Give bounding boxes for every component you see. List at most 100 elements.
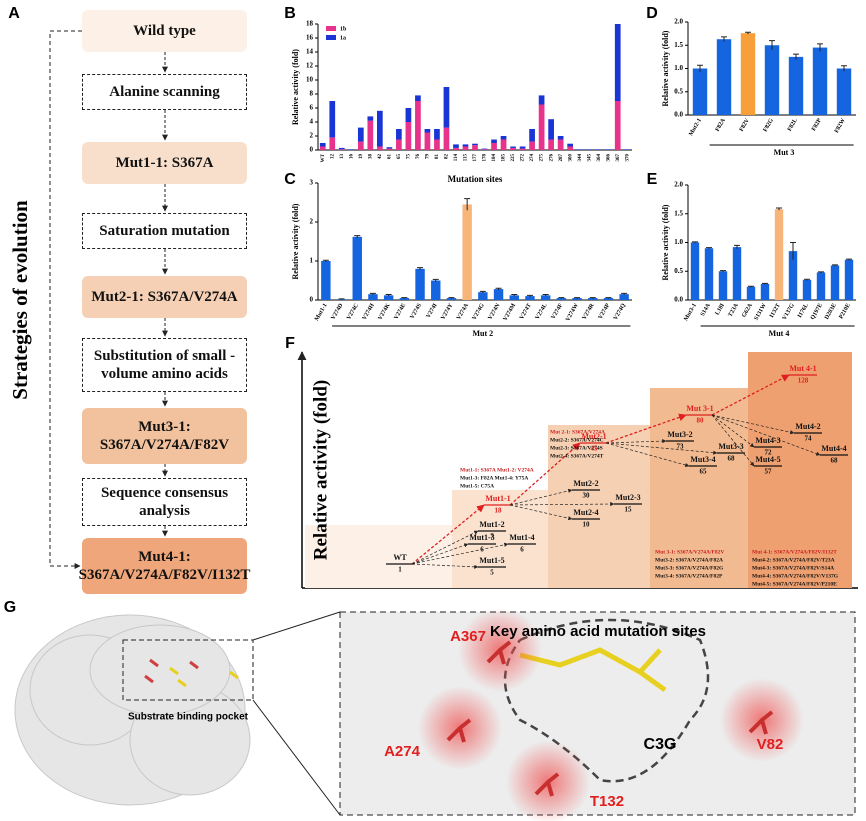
activity-step bbox=[748, 352, 852, 588]
error-bar bbox=[401, 297, 408, 299]
bar-segment bbox=[481, 148, 488, 150]
error-bar bbox=[464, 198, 471, 211]
node-value: 18 bbox=[495, 507, 503, 515]
lineage-arrow bbox=[605, 442, 690, 468]
mutation-note: Mut1-3: F82A Mut1-4: Y75A bbox=[460, 475, 528, 481]
node-value: 30 bbox=[583, 492, 591, 500]
bar bbox=[844, 259, 854, 300]
residue-stick bbox=[149, 658, 159, 668]
x-tick-label: I176L bbox=[797, 303, 810, 319]
y-tick-label: 8 bbox=[310, 90, 314, 98]
error-bar bbox=[706, 247, 712, 249]
y-tick-label: 12 bbox=[306, 62, 314, 70]
bar bbox=[383, 295, 394, 300]
error-bar bbox=[745, 31, 751, 35]
bar-segment bbox=[472, 143, 478, 146]
error-bar bbox=[511, 294, 518, 297]
y-tick-label: 16 bbox=[306, 34, 314, 42]
mutation-note: Mut 2-1: S367A/V274A bbox=[550, 429, 605, 435]
x-tick-label: G62A bbox=[741, 302, 754, 319]
lineage-arrow bbox=[605, 442, 718, 455]
node-value: 45 bbox=[591, 445, 599, 453]
error-bar bbox=[841, 65, 847, 72]
y-axis-label: Relative activity (fold) bbox=[661, 30, 670, 106]
residue-stick bbox=[189, 660, 199, 670]
mutation-note: Mut3-2: S367A/V274A/F82A bbox=[655, 557, 723, 563]
y-tick-label: 1.5 bbox=[674, 41, 683, 49]
residue-stick bbox=[169, 666, 179, 676]
y-tick-label: 1 bbox=[310, 257, 314, 265]
residue-stick bbox=[534, 772, 560, 797]
bar-segment bbox=[462, 146, 469, 150]
bar-segment bbox=[548, 139, 554, 150]
x-tick-label: V274D bbox=[330, 302, 344, 321]
evolution-step: Mut4-1: S367A/V274A/F82V/I132T bbox=[79, 538, 250, 594]
x-tick-label: 82 bbox=[445, 154, 450, 160]
x-tick-label: 79 bbox=[426, 154, 431, 160]
node-name: Mut3-4 bbox=[690, 455, 715, 464]
bar-segment bbox=[491, 143, 497, 150]
bar bbox=[478, 292, 488, 300]
zoom-line bbox=[252, 611, 341, 816]
error-bar bbox=[322, 259, 329, 262]
bar bbox=[321, 261, 331, 300]
node-name: Mut1-5 bbox=[479, 556, 504, 565]
error-bar bbox=[818, 271, 824, 273]
x-tick-label: 178 bbox=[483, 154, 488, 162]
bar-segment bbox=[415, 95, 421, 101]
mutation-note: Mut1-1: S367A Mut1-2: V274A bbox=[460, 467, 534, 473]
lineage-arrow bbox=[509, 501, 615, 507]
bar-segment bbox=[614, 101, 621, 150]
panel-label: E bbox=[647, 171, 658, 188]
x-tick-label: F82W bbox=[834, 118, 847, 135]
bar bbox=[399, 298, 410, 300]
node-name: Mut2-2 bbox=[573, 479, 598, 488]
panel-label: B bbox=[284, 5, 296, 22]
residue-stick bbox=[229, 670, 239, 680]
node-name: Mut2-4 bbox=[573, 508, 598, 517]
error-bar bbox=[804, 278, 810, 281]
bar-segment bbox=[376, 110, 383, 147]
y-tick-label: 2 bbox=[310, 132, 314, 140]
bar-segment bbox=[376, 146, 383, 150]
bar-segment bbox=[567, 143, 574, 147]
error-bar bbox=[720, 270, 726, 272]
error-bar bbox=[692, 241, 698, 244]
bar-segment bbox=[396, 139, 402, 150]
bar-segment bbox=[538, 95, 545, 105]
x-tick-label: F82A bbox=[715, 117, 728, 133]
node-name: Mut1-2 bbox=[479, 520, 504, 529]
bar-segment bbox=[319, 146, 326, 150]
x-tick-label: 16 bbox=[349, 154, 354, 160]
y-tick-label: 3 bbox=[310, 179, 314, 187]
bar bbox=[431, 280, 441, 300]
ligand-label: C3G bbox=[644, 736, 677, 753]
bar-segment bbox=[357, 127, 364, 142]
mutation-note: Mut2-2: S367A/V274C bbox=[550, 437, 604, 443]
bar bbox=[788, 56, 804, 115]
bar-segment bbox=[567, 146, 574, 150]
node-name: WT bbox=[393, 553, 407, 562]
x-tick-label: F82G bbox=[763, 117, 776, 133]
x-tick-label: 42 bbox=[378, 154, 383, 160]
x-tick-label: 225 bbox=[511, 154, 516, 162]
protein-overview bbox=[14, 614, 251, 806]
error-bar bbox=[817, 43, 823, 52]
x-tick-label: 184 bbox=[492, 154, 497, 162]
x-tick-label: V274Y bbox=[440, 302, 454, 321]
error-bar bbox=[793, 53, 799, 60]
bar-segment bbox=[529, 129, 535, 142]
error-bar bbox=[558, 297, 565, 299]
y-tick-label: 0.0 bbox=[674, 111, 683, 119]
mutation-note: Mut1-5: C75A bbox=[460, 483, 494, 489]
residue-stick bbox=[486, 640, 512, 665]
x-tick-label: F82V bbox=[739, 117, 752, 133]
bar bbox=[415, 268, 425, 300]
error-bar bbox=[846, 258, 852, 261]
lineage-arrow bbox=[711, 414, 795, 435]
legend-swatch bbox=[326, 26, 336, 31]
bar-segment bbox=[462, 144, 469, 147]
bar-segment bbox=[405, 108, 412, 122]
bar-segment bbox=[614, 24, 621, 101]
error-bar bbox=[448, 297, 455, 299]
